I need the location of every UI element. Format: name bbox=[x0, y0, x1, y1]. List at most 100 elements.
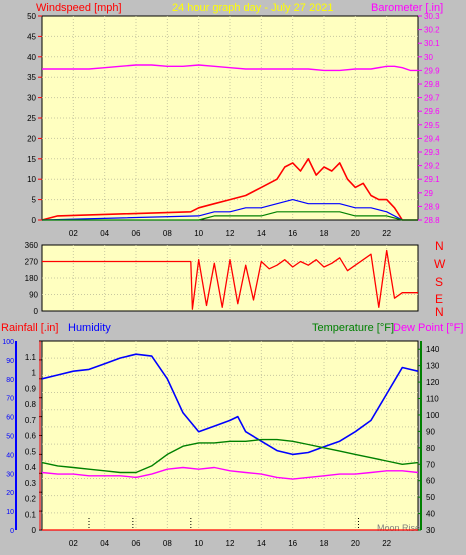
barometer-tick-label: 29.3 bbox=[424, 148, 440, 157]
barometer-tick-label: 30.1 bbox=[424, 39, 440, 48]
bottom-x-tick-label: 16 bbox=[288, 539, 297, 548]
wind-average-line bbox=[41, 199, 418, 221]
rainfall-tick-label: 0.1 bbox=[25, 510, 37, 519]
bottom-x-tick-label: 10 bbox=[194, 539, 203, 548]
barometer-tick-label: 30 bbox=[424, 53, 433, 62]
chart-marks: 0510152025303540455028.828.92929.129.229… bbox=[2, 12, 440, 548]
humidity-tick-label: 40 bbox=[6, 452, 14, 459]
wind-x-tick-label: 02 bbox=[69, 229, 78, 238]
barometer-tick-label: 29.2 bbox=[424, 162, 440, 171]
dew-point-line bbox=[41, 466, 419, 480]
direction-tick-label: 270 bbox=[25, 258, 39, 267]
bottom-x-tick-label: 14 bbox=[257, 539, 266, 548]
temperature-tick-label: 30 bbox=[426, 526, 435, 535]
barometer-axis-title: Barometer [.in] bbox=[371, 2, 443, 14]
windspeed-tick-label: 10 bbox=[27, 175, 36, 184]
humidity-tick-label: 0 bbox=[10, 528, 14, 535]
bottom-x-tick-label: 20 bbox=[351, 539, 360, 548]
humidity-tick-label: 80 bbox=[6, 377, 14, 384]
barometer-tick-label: 29.7 bbox=[424, 94, 440, 103]
rainfall-tick-label: 1 bbox=[32, 369, 37, 378]
rainfall-tick-label: 0.7 bbox=[25, 416, 37, 425]
humidity-tick-label: 30 bbox=[6, 471, 14, 478]
rainfall-tick-label: 0.5 bbox=[25, 447, 37, 456]
temperature-line bbox=[41, 438, 419, 474]
temperature-tick-label: 40 bbox=[426, 510, 435, 519]
wind-x-tick-label: 14 bbox=[257, 229, 266, 238]
rainfall-tick-label: 0.8 bbox=[25, 400, 37, 409]
barometer-tick-label: 29.1 bbox=[424, 175, 440, 184]
wind-gust-line bbox=[41, 158, 418, 221]
direction-tick-label: 0 bbox=[34, 307, 39, 316]
wind-x-tick-label: 22 bbox=[382, 229, 391, 238]
rainfall-tick-label: 0.9 bbox=[25, 384, 37, 393]
wind-low-line bbox=[42, 211, 418, 221]
dewpoint-axis-title: Dew Point [°F] bbox=[393, 322, 463, 334]
windspeed-tick-label: 35 bbox=[27, 73, 36, 82]
windspeed-tick-label: 20 bbox=[27, 134, 36, 143]
barometer-tick-label: 29.4 bbox=[424, 134, 440, 143]
rainfall-axis-title: Rainfall [.in] bbox=[1, 322, 58, 334]
direction-tick-label: 90 bbox=[29, 291, 38, 300]
direction-tick-label: 180 bbox=[25, 274, 39, 283]
windspeed-tick-label: 25 bbox=[27, 114, 36, 123]
wind-x-tick-label: 18 bbox=[320, 229, 329, 238]
bottom-x-tick-label: 02 bbox=[69, 539, 78, 548]
windspeed-tick-label: 45 bbox=[27, 32, 36, 41]
bottom-x-tick-label: 04 bbox=[100, 539, 109, 548]
wind-x-tick-label: 12 bbox=[226, 229, 235, 238]
temperature-tick-label: 130 bbox=[426, 362, 440, 371]
bottom-x-tick-label: 18 bbox=[320, 539, 329, 548]
wind-x-tick-label: 06 bbox=[132, 229, 141, 238]
barometer-tick-label: 29.8 bbox=[424, 80, 440, 89]
barometer-tick-label: 28.8 bbox=[424, 216, 440, 225]
barometer-tick-label: 29 bbox=[424, 189, 433, 198]
temperature-tick-label: 60 bbox=[426, 477, 435, 486]
barometer-tick-label: 28.9 bbox=[424, 202, 440, 211]
humidity-tick-label: 100 bbox=[2, 339, 14, 346]
direction-label-s: S bbox=[435, 275, 443, 289]
rainfall-tick-label: 1.1 bbox=[25, 353, 37, 362]
rainfall-tick-label: 0.2 bbox=[25, 495, 37, 504]
temperature-tick-label: 80 bbox=[426, 444, 435, 453]
humidity-tick-label: 90 bbox=[6, 358, 14, 365]
humidity-tick-label: 10 bbox=[6, 509, 14, 516]
windspeed-axis-title: Windspeed [mph] bbox=[36, 2, 122, 14]
humidity-line bbox=[41, 353, 419, 456]
wind-x-tick-label: 20 bbox=[351, 229, 360, 238]
temperature-tick-label: 50 bbox=[426, 493, 435, 502]
temperature-tick-label: 70 bbox=[426, 460, 435, 469]
humidity-tick-label: 60 bbox=[6, 415, 14, 422]
wind-x-tick-label: 10 bbox=[194, 229, 203, 238]
temperature-tick-label: 90 bbox=[426, 427, 435, 436]
temperature-tick-label: 120 bbox=[426, 378, 440, 387]
temperature-axis-title: Temperature [°F] bbox=[312, 322, 394, 334]
barometer-tick-label: 30.2 bbox=[424, 26, 440, 35]
windspeed-tick-label: 15 bbox=[27, 155, 36, 164]
rainfall-tick-label: 0.3 bbox=[25, 479, 37, 488]
wind-x-tick-label: 16 bbox=[288, 229, 297, 238]
direction-label-n-bottom: N bbox=[435, 305, 444, 319]
wind-x-tick-label: 04 bbox=[100, 229, 109, 238]
direction-label-w: W bbox=[434, 257, 446, 271]
barometer-tick-label: 29.9 bbox=[424, 66, 440, 75]
bottom-x-tick-label: 22 bbox=[382, 539, 391, 548]
windspeed-tick-label: 40 bbox=[27, 53, 36, 62]
temperature-tick-label: 100 bbox=[426, 411, 440, 420]
wind-x-tick-label: 08 bbox=[163, 229, 172, 238]
humidity-axis-title: Humidity bbox=[68, 322, 111, 334]
windspeed-tick-label: 30 bbox=[27, 94, 36, 103]
humidity-tick-label: 20 bbox=[6, 490, 14, 497]
direction-tick-label: 360 bbox=[25, 241, 39, 250]
barometer-tick-label: 29.5 bbox=[424, 121, 440, 130]
windspeed-tick-label: 0 bbox=[32, 216, 37, 225]
rain-humidity-panel bbox=[41, 340, 419, 531]
moon-rise-note: Moon Rise bbox=[377, 523, 420, 533]
rainfall-tick-label: 0 bbox=[32, 526, 37, 535]
page-title: 24 hour graph day - July 27 2021 bbox=[172, 2, 333, 14]
wind-direction-line bbox=[42, 249, 418, 310]
bottom-x-tick-label: 08 bbox=[163, 539, 172, 548]
direction-label-n-top: N bbox=[435, 239, 444, 253]
